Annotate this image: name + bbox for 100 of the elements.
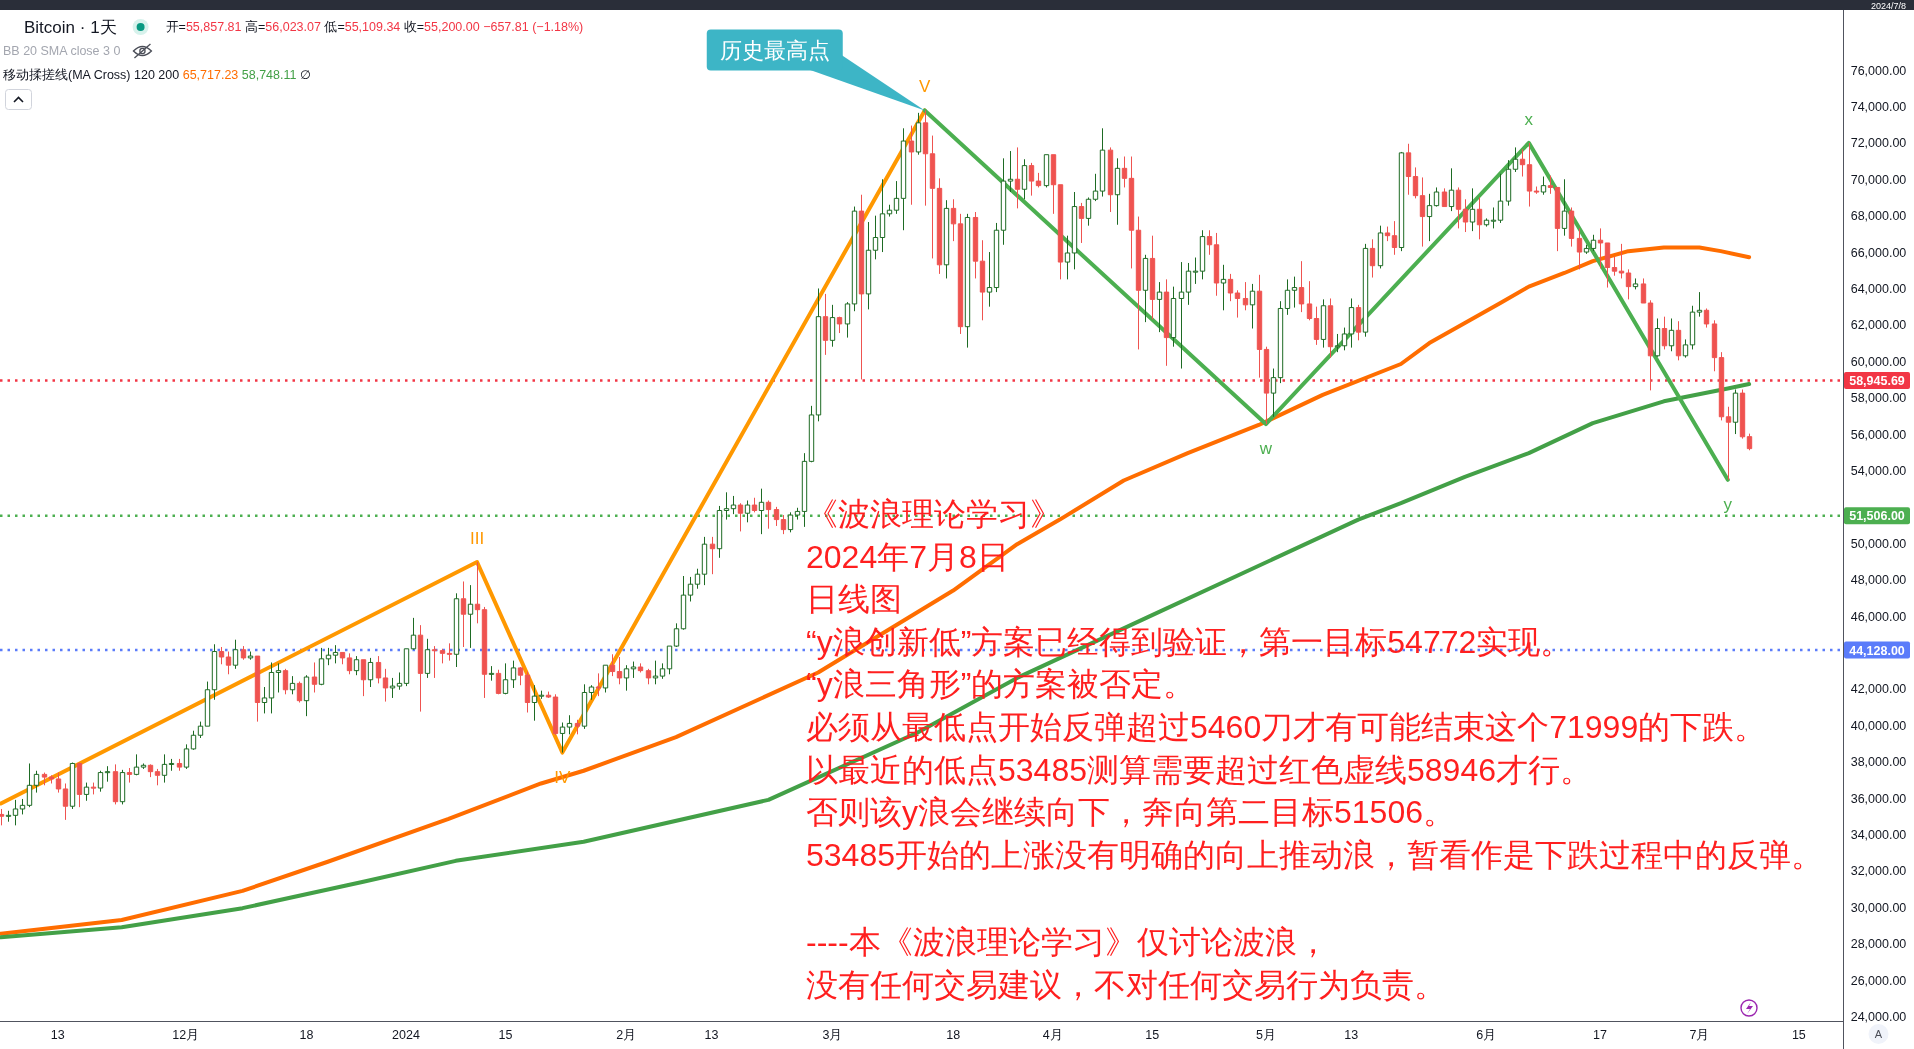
candlestick (943, 199, 950, 279)
candlestick (1526, 142, 1533, 208)
candlestick (701, 536, 708, 586)
candlestick (780, 514, 787, 535)
candlestick (1554, 186, 1561, 252)
candlestick (673, 622, 680, 648)
candlestick (1028, 162, 1035, 197)
candlestick (1398, 151, 1405, 252)
candlestick (1014, 146, 1021, 209)
candlestick (1206, 229, 1213, 256)
candlestick (1384, 226, 1391, 242)
candlestick (1732, 388, 1739, 435)
candlestick (979, 239, 986, 321)
candlestick (183, 743, 190, 770)
candlestick (481, 606, 488, 699)
candlestick (140, 762, 147, 770)
candlestick (531, 684, 538, 722)
candlestick (55, 772, 62, 794)
candlestick (1121, 156, 1128, 188)
candlestick (1739, 388, 1746, 440)
candlestick (1547, 175, 1554, 195)
candlestick (957, 213, 964, 335)
annotation: 日线图 (806, 581, 902, 618)
candlestick (439, 648, 446, 664)
candlestick (758, 488, 765, 535)
candlestick (218, 646, 225, 665)
candlestick (1064, 235, 1071, 280)
candlestick (1519, 148, 1526, 178)
candlestick (1277, 300, 1284, 384)
candlestick (1441, 187, 1448, 208)
candlestick (666, 645, 673, 675)
y-tick-label: 66,000.00 (1850, 245, 1907, 260)
candlestick (1540, 176, 1547, 196)
candlestick (303, 674, 310, 717)
candlestick (630, 661, 637, 679)
candlestick (787, 511, 794, 533)
candlestick (12, 799, 19, 826)
candlestick (1107, 146, 1114, 213)
text: 开=55,857.81 高=56,023.07 低=55,109.34 收=55,200.00 −657.81 (−1.18%) (165, 20, 584, 34)
candlestick (1242, 281, 1249, 311)
candlestick (1220, 264, 1227, 311)
candlestick (1632, 277, 1639, 290)
candlestick (950, 198, 957, 242)
candlestick (751, 497, 758, 513)
candlestick (1583, 244, 1590, 255)
x-tick-label: 15 (1791, 1027, 1806, 1042)
candlestick (1746, 433, 1753, 451)
candlestick (1021, 158, 1028, 200)
y-tick-label: 30,000.00 (1850, 900, 1907, 915)
y-tick-label: 32,000.00 (1850, 864, 1907, 879)
candlestick (1369, 238, 1376, 279)
candlestick (1334, 333, 1341, 353)
candlestick (588, 684, 595, 701)
candlestick (723, 491, 730, 521)
x-tick-label: 5月 (1255, 1027, 1276, 1042)
candlestick (0, 808, 5, 826)
candlestick (694, 568, 701, 590)
y-tick-label: 64,000.00 (1850, 281, 1907, 296)
candlestick (595, 672, 602, 697)
candlestick (559, 722, 566, 754)
x-tick-label: 2月 (616, 1027, 637, 1042)
x-tick-label: 3月 (822, 1027, 843, 1042)
candlestick (1483, 217, 1490, 228)
candlestick (446, 642, 453, 662)
candlestick (62, 782, 69, 821)
ref-line-label: 58,945.69 (1849, 373, 1905, 388)
y-tick-label: 40,000.00 (1850, 718, 1907, 733)
y-tick-label: 50,000.00 (1850, 536, 1907, 551)
candlestick (1725, 406, 1732, 481)
candlestick (1362, 243, 1369, 338)
candlestick (538, 690, 545, 700)
candlestick (1647, 299, 1654, 391)
candlestick (1455, 186, 1462, 229)
candlestick (1313, 306, 1320, 346)
candlestick (41, 772, 48, 786)
candlestick (382, 668, 389, 703)
candlestick (417, 624, 424, 713)
candlestick (190, 730, 197, 751)
candlestick (1675, 320, 1682, 361)
y-tick-label: 70,000.00 (1850, 172, 1907, 187)
candlestick (154, 768, 161, 786)
candlestick (581, 683, 588, 730)
candlestick (26, 762, 33, 808)
candlestick (1007, 150, 1014, 193)
candlestick (104, 765, 111, 783)
candlestick (332, 644, 339, 664)
y-tick-label: 26,000.00 (1850, 973, 1907, 988)
candlestick (1000, 157, 1007, 246)
candlestick (730, 495, 737, 515)
candlestick (964, 213, 971, 349)
candlestick (204, 681, 211, 727)
candlestick (346, 652, 353, 675)
y-tick-label: 34,000.00 (1850, 827, 1907, 842)
candlestick (424, 638, 431, 679)
candlestick (90, 782, 97, 795)
candlestick (268, 661, 275, 714)
candlestick (1597, 227, 1604, 269)
x-tick-label: 12月 (172, 1027, 200, 1042)
candlestick (794, 507, 801, 521)
candlestick (1078, 202, 1085, 244)
